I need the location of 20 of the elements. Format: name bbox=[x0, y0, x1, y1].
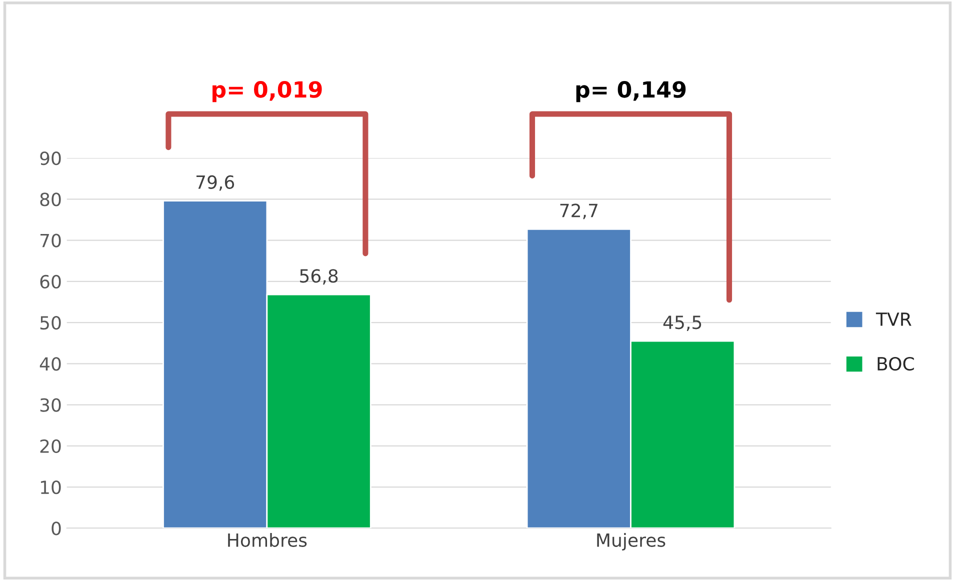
y-tick-label: 80 bbox=[40, 192, 61, 206]
legend-label: TVR bbox=[876, 312, 912, 326]
y-tick-label: 40 bbox=[40, 357, 61, 371]
y-tick-label: 50 bbox=[40, 316, 61, 330]
y-tick-label: 30 bbox=[40, 398, 61, 412]
y-tick-label: 10 bbox=[40, 480, 61, 494]
y-tick-label: 0 bbox=[52, 522, 61, 536]
y-tick-label: 70 bbox=[40, 234, 61, 248]
data-label: 72,7 bbox=[560, 204, 598, 220]
y-tick-label: 60 bbox=[40, 274, 61, 289]
legend-label: BOC bbox=[878, 356, 914, 371]
text: p= 0,149 bbox=[576, 81, 686, 102]
y-tick-label: 90 bbox=[40, 151, 61, 166]
x-tick-label: Mujeres bbox=[597, 532, 666, 550]
x-tick-label: Hombres bbox=[228, 532, 307, 547]
data-label: 45,5 bbox=[663, 316, 702, 332]
text: p= 0,019 bbox=[212, 81, 322, 102]
data-label: 79,6 bbox=[196, 175, 234, 191]
y-tick-label: 20 bbox=[40, 439, 61, 453]
data-label: 56,8 bbox=[300, 269, 338, 285]
